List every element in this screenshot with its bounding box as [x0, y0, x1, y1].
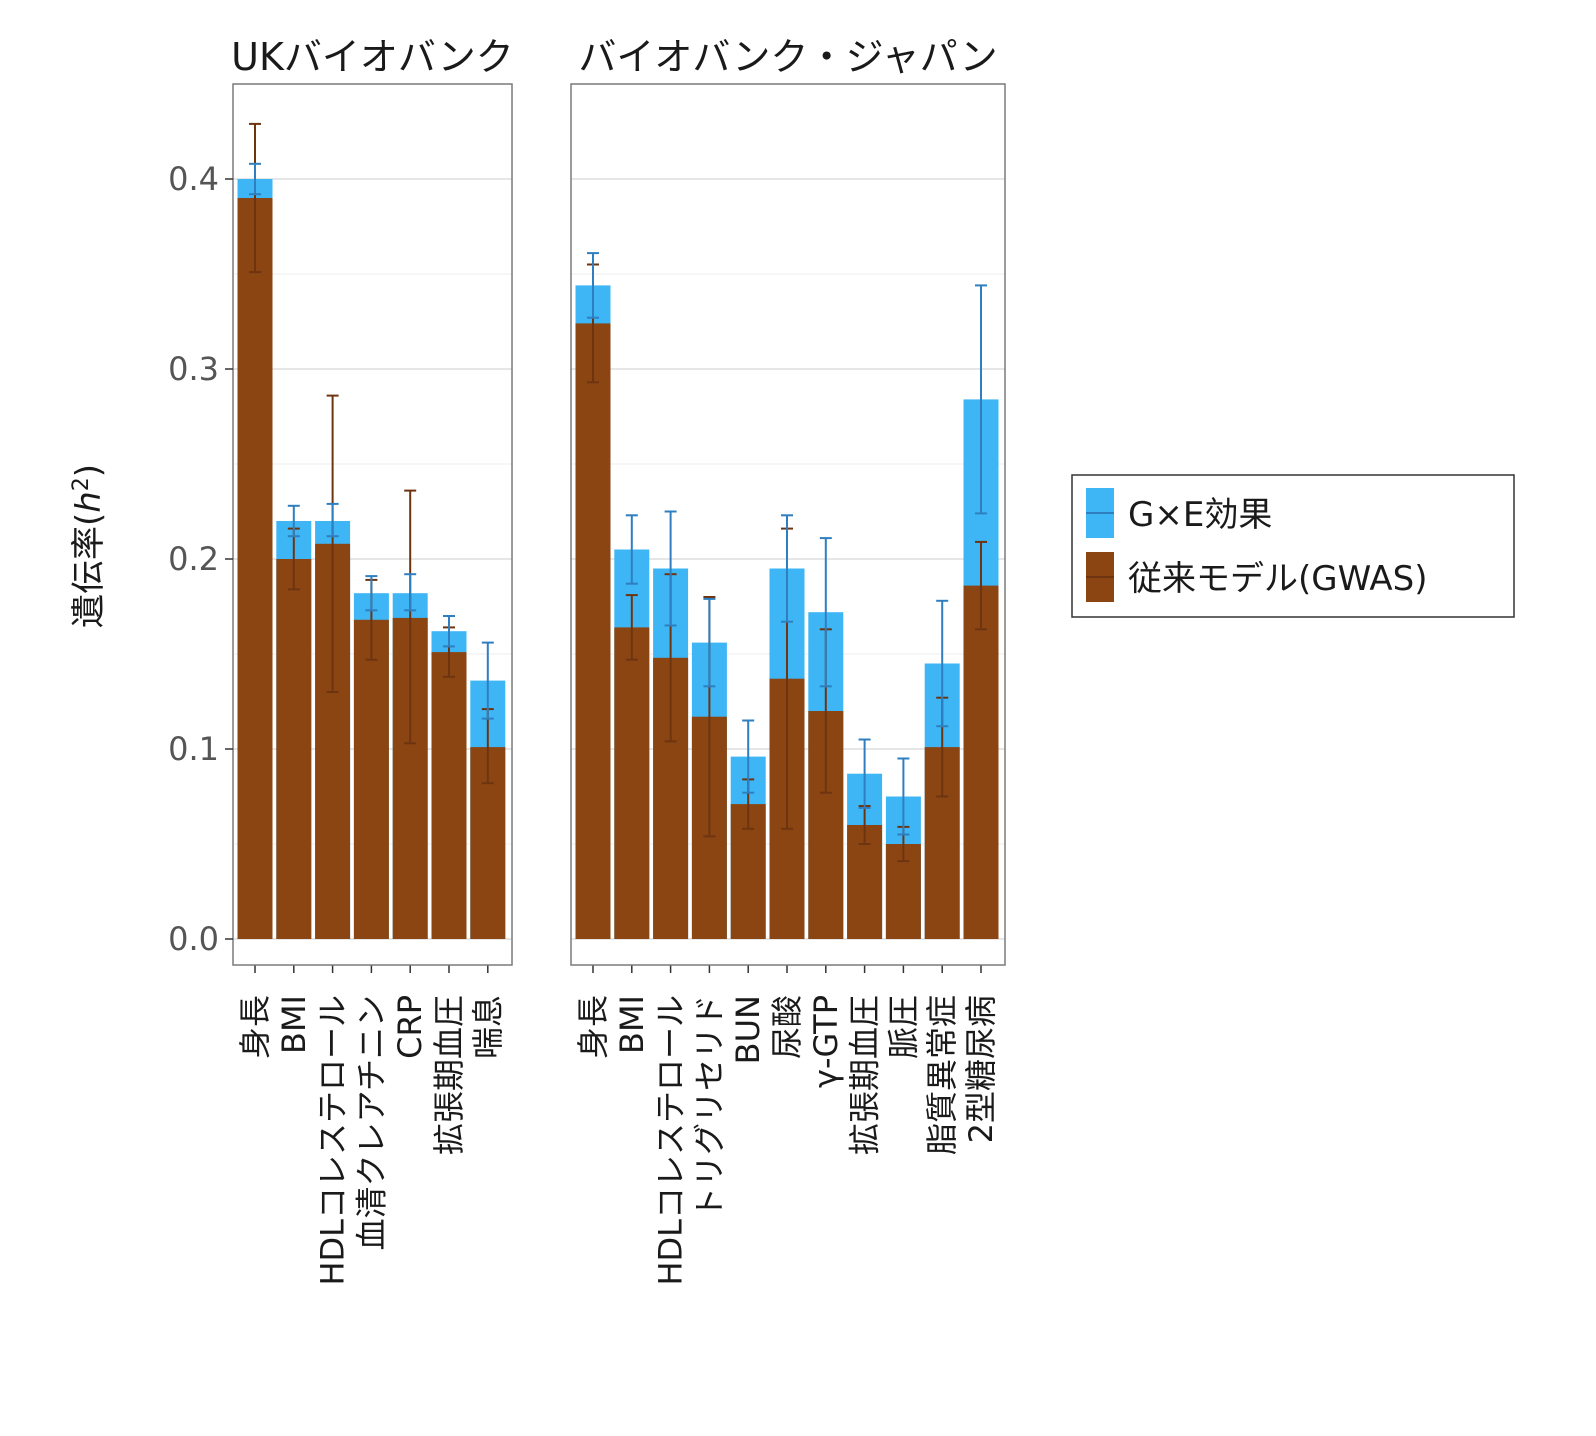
gxe-error-bar: [587, 252, 599, 319]
gwas-error-bar: [404, 489, 417, 745]
y-tick-label: 0.4: [168, 160, 219, 198]
facet-panel-1: 身長 BMI HDLコレステロール トリグリセリド BUN 尿酸 γ-GTP 拡張期血圧 脈圧脂…: [570, 35, 1006, 1286]
gxe-error-bar: [249, 162, 261, 196]
category-label: 脂質異常症: [923, 995, 961, 1155]
facet-title: UKバイオバンク: [231, 35, 514, 79]
gxe-error-bar: [443, 615, 455, 648]
gxe-error-bar: [326, 502, 339, 538]
category-label: 身長: [236, 995, 274, 1059]
legend: G×E効果 従来モデル(GWAS): [1071, 474, 1515, 618]
category-label: BUN: [729, 995, 767, 1064]
gxe-error-bar: [365, 575, 378, 612]
gwas-bar: [575, 323, 611, 939]
gxe-error-bar: [703, 597, 716, 688]
y-tick-label: 0.1: [168, 730, 219, 768]
gwas-bar: [276, 559, 312, 939]
gwas-error-bar: [625, 594, 638, 661]
panel-border: [232, 83, 513, 966]
legend-box: [1071, 474, 1515, 618]
gwas-error-bar: [975, 540, 987, 631]
category-label: 拡張期血圧: [430, 995, 468, 1155]
gwas-bar: [353, 619, 389, 939]
gxe-error-bar: [897, 757, 910, 836]
facet-panel-0: 身長 BMI HDLコレステロール 血清クレアチニン CRP 拡張期血圧 喘息 UKバイオバン…: [168, 35, 514, 1286]
category-label: 血清クレアチニン: [352, 995, 390, 1250]
category-label: 喘息: [469, 995, 507, 1059]
gxe-error-bar: [858, 738, 871, 809]
gxe-error-bar: [625, 514, 638, 585]
gxe-error-bar: [287, 504, 300, 538]
y-tick-label: 0.3: [168, 350, 219, 388]
y-tick-label: 0.2: [168, 540, 219, 578]
category-label: γ-GTP: [807, 995, 845, 1088]
y-tick-label: 0.0: [168, 920, 219, 958]
category-label: 脈圧: [884, 995, 922, 1059]
gwas-error-bar: [326, 394, 339, 693]
gxe-error-bar: [742, 719, 755, 794]
panel-border: [570, 83, 1006, 966]
gxe-error-bar: [781, 514, 793, 623]
gwas-bar: [963, 585, 999, 939]
category-label: HDLコレステロール: [652, 995, 690, 1286]
facet-title: バイオバンク・ジャパン: [578, 35, 997, 79]
gxe-error-bar: [975, 284, 987, 515]
gxe-error-bar: [404, 573, 417, 612]
category-label: 2型糖尿病: [962, 995, 1000, 1143]
gwas-error-bar: [249, 122, 261, 274]
category-label: HDLコレステロール: [314, 995, 352, 1286]
facet-layer: 身長 BMI HDLコレステロール 血清クレアチニン CRP 拡張期血圧 喘息UKバイオバン…: [168, 35, 1006, 1286]
gxe-error-bar: [664, 510, 677, 627]
category-label: BMI: [275, 995, 313, 1054]
gxe-error-bar: [819, 537, 832, 688]
gxe-error-bar: [481, 641, 494, 720]
legend-label-gwas: 従来モデル(GWAS): [1128, 559, 1427, 599]
legend-label-gxe: G×E効果: [1128, 495, 1272, 535]
gwas-bar: [237, 198, 273, 939]
category-label: トリグリセリド: [690, 995, 728, 1219]
category-label: 拡張期血圧: [846, 995, 884, 1155]
category-label: 身長: [574, 995, 612, 1059]
gwas-bar: [431, 652, 467, 939]
gwas-bar: [614, 627, 650, 939]
category-label: CRP: [391, 995, 429, 1059]
category-label: BMI: [613, 995, 651, 1054]
category-label: 尿酸: [768, 995, 806, 1059]
y-axis-label: 遺伝率(h2): [69, 464, 109, 628]
gxe-error-bar: [936, 599, 949, 728]
